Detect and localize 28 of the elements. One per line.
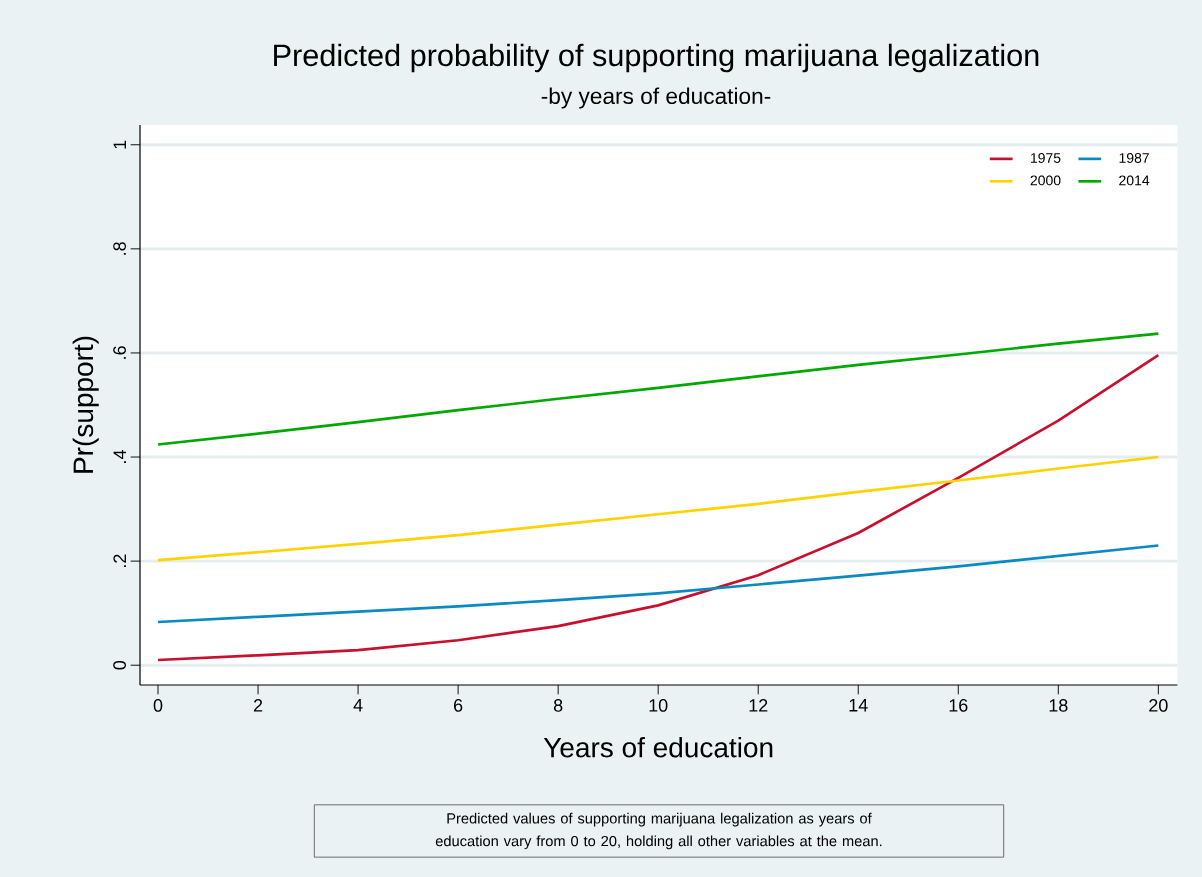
x-tick-label: 8: [553, 699, 563, 712]
chart-subtitle: -by years of education-: [541, 87, 771, 109]
x-tick-label: 4: [353, 699, 363, 712]
x-tick-label: 0: [153, 699, 163, 712]
y-tick-label: .6: [113, 346, 126, 359]
x-tick-label: 16: [949, 699, 968, 712]
x-tick-label: 20: [1149, 699, 1168, 712]
x-tick-label: 10: [649, 699, 668, 712]
y-tick-label: 0: [113, 660, 126, 670]
chart-title: Predicted probability of supporting marijuana legalization: [274, 43, 1039, 73]
legend-label: 2000: [1030, 175, 1061, 186]
y-tick-label: .8: [113, 242, 126, 255]
x-tick-label: 14: [849, 699, 868, 712]
y-tick-label: .4: [113, 450, 126, 463]
line-series: [156, 455, 1160, 562]
legend-label: 1987: [1119, 152, 1149, 163]
x-axis-title: Years of education: [543, 736, 773, 758]
y-tick-label: .2: [113, 554, 126, 567]
y-tick-label: 1: [113, 140, 126, 149]
y-axis-title: Pr(support): [72, 336, 99, 473]
x-tick-label: 12: [749, 699, 768, 712]
x-tick-label: 18: [1049, 699, 1068, 712]
x-tick-label: 2: [253, 699, 263, 712]
x-tick-label: 6: [454, 699, 463, 712]
legend-label: 2014: [1119, 175, 1150, 186]
legend-label: 1975: [1031, 152, 1061, 163]
text: Predicted values of supporting marijuana legalization as years of education vary from 0 to 20, holding all other variables at the mean.: [435, 812, 882, 850]
line-series: [156, 353, 1160, 662]
